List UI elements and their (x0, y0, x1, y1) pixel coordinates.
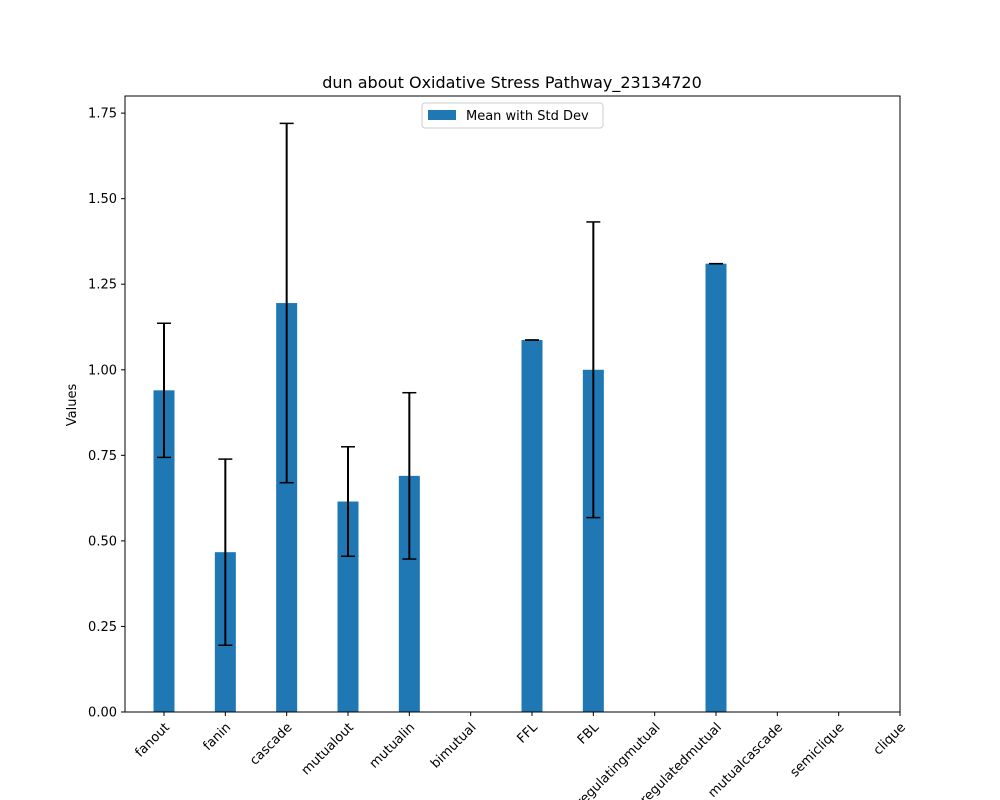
error-bar-fanin (218, 458, 233, 647)
x-axis-ticks: fanout fanin cascade mutualout mutualin bimut… (132, 712, 909, 800)
y-tick-label: 0.00 (88, 706, 117, 721)
y-tick-label: 1.75 (88, 107, 117, 122)
y-axis-ticks: 0.00 0.25 0.50 0.75 1.00 1.25 1.50 1.75 (88, 107, 125, 721)
bars-group (153, 263, 727, 712)
bar-FFL (521, 340, 543, 712)
y-tick-label: 1.00 (88, 363, 117, 378)
y-tick-label: 0.25 (88, 620, 117, 635)
legend-swatch (428, 110, 456, 120)
y-tick-label: 0.75 (88, 449, 117, 464)
legend-label: Mean with Std Dev (466, 109, 589, 124)
error-bar-FBL (586, 221, 601, 519)
bar-mutualin (398, 475, 420, 712)
bar-regulatedmutual (705, 263, 727, 712)
y-tick-label: 0.50 (88, 534, 117, 549)
plot-frame (124, 95, 901, 713)
y-tick-label: 1.50 (88, 192, 117, 207)
x-tick-label: semiclique (787, 720, 847, 780)
x-tick-label: mutualout (299, 720, 357, 778)
x-tick-label: fanout (132, 720, 172, 760)
bar-cascade (276, 303, 298, 712)
bar-FBL (582, 369, 604, 712)
x-tick-label: bimutual (428, 720, 479, 771)
error-bar-mutualin (402, 391, 417, 560)
x-tick-label: mutualin (367, 720, 418, 771)
bar-fanout (153, 390, 175, 712)
legend: Mean with Std Dev (421, 102, 604, 129)
error-bar-cascade (279, 122, 294, 484)
x-tick-label: fanin (200, 720, 234, 754)
y-axis-label: Values (65, 384, 80, 427)
x-tick-label: FBL (575, 720, 603, 748)
x-tick-label: FFL (515, 720, 542, 747)
error-bars-group (157, 122, 723, 647)
error-bar-mutualout (341, 446, 355, 558)
chart-title: dun about Oxidative Stress Pathway_23134… (322, 73, 702, 93)
legend-box (421, 102, 604, 129)
error-bar-fanout (157, 322, 171, 459)
bar-mutualout (337, 501, 359, 712)
x-tick-label: clique (871, 720, 909, 758)
x-tick-label: cascade (247, 720, 295, 768)
y-tick-label: 1.25 (88, 278, 117, 293)
